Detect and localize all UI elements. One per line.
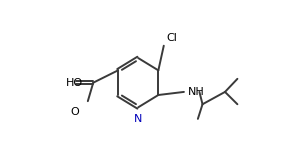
Text: Cl: Cl [166,33,177,43]
Text: NH: NH [188,87,205,97]
Text: O: O [70,106,79,117]
Text: N: N [134,114,142,124]
Text: HO: HO [66,78,83,88]
